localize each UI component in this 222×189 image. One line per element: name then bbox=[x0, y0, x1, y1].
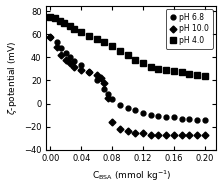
pH 4.0 bbox=[142, 62, 144, 64]
pH 10.0 bbox=[173, 133, 175, 136]
pH 4.0 bbox=[54, 17, 56, 19]
pH 6.8 bbox=[111, 98, 113, 100]
Y-axis label: $\zeta$-potential (mV): $\zeta$-potential (mV) bbox=[6, 40, 19, 115]
pH 6.8 bbox=[126, 107, 129, 109]
pH 10.0 bbox=[157, 133, 160, 136]
pH 10.0 bbox=[95, 74, 98, 76]
pH 6.8 bbox=[64, 52, 67, 54]
pH 6.8 bbox=[149, 114, 152, 116]
pH 10.0 bbox=[49, 36, 52, 38]
pH 10.0 bbox=[134, 132, 137, 135]
pH 6.8 bbox=[142, 112, 144, 114]
pH 10.0 bbox=[180, 133, 183, 136]
pH 10.0 bbox=[72, 66, 75, 68]
pH 10.0 bbox=[80, 69, 83, 71]
pH 6.8 bbox=[107, 93, 110, 95]
pH 10.0 bbox=[142, 132, 144, 135]
pH 6.8 bbox=[55, 41, 58, 44]
pH 6.8 bbox=[180, 117, 183, 120]
Line: pH 10.0: pH 10.0 bbox=[48, 34, 207, 137]
pH 6.8 bbox=[49, 36, 52, 38]
pH 4.0 bbox=[58, 19, 61, 22]
X-axis label: C$_{\mathrm{BSA}}$ (mmol kg$^{-1}$): C$_{\mathrm{BSA}}$ (mmol kg$^{-1}$) bbox=[92, 169, 171, 184]
pH 10.0 bbox=[165, 133, 168, 136]
pH 10.0 bbox=[111, 121, 113, 123]
pH 6.8 bbox=[134, 109, 137, 112]
pH 10.0 bbox=[64, 59, 67, 61]
pH 4.0 bbox=[196, 74, 198, 76]
pH 10.0 bbox=[99, 77, 102, 79]
pH 10.0 bbox=[88, 71, 90, 74]
pH 6.8 bbox=[68, 56, 71, 59]
Line: pH 4.0: pH 4.0 bbox=[47, 14, 208, 79]
pH 4.0 bbox=[188, 72, 191, 75]
pH 6.8 bbox=[72, 60, 75, 62]
pH 4.0 bbox=[157, 68, 160, 70]
pH 4.0 bbox=[49, 16, 52, 18]
pH 4.0 bbox=[95, 38, 98, 40]
pH 4.0 bbox=[68, 25, 71, 27]
pH 6.8 bbox=[60, 47, 62, 49]
pH 4.0 bbox=[165, 69, 168, 71]
pH 4.0 bbox=[111, 45, 113, 47]
pH 4.0 bbox=[119, 49, 121, 52]
pH 10.0 bbox=[55, 46, 58, 48]
Line: pH 6.8: pH 6.8 bbox=[48, 34, 207, 122]
pH 10.0 bbox=[60, 54, 62, 56]
pH 4.0 bbox=[134, 59, 137, 61]
pH 6.8 bbox=[80, 64, 83, 67]
pH 4.0 bbox=[204, 75, 206, 77]
pH 4.0 bbox=[72, 27, 75, 30]
pH 6.8 bbox=[188, 117, 191, 120]
pH 6.8 bbox=[204, 119, 206, 121]
pH 4.0 bbox=[126, 54, 129, 56]
Legend: pH 6.8, pH 10.0, pH 4.0: pH 6.8, pH 10.0, pH 4.0 bbox=[166, 9, 213, 49]
pH 6.8 bbox=[95, 79, 98, 82]
pH 10.0 bbox=[126, 130, 129, 132]
pH 4.0 bbox=[80, 31, 83, 33]
pH 6.8 bbox=[196, 119, 198, 121]
pH 4.0 bbox=[103, 41, 106, 44]
pH 4.0 bbox=[149, 66, 152, 68]
pH 6.8 bbox=[119, 104, 121, 106]
pH 10.0 bbox=[196, 133, 198, 136]
pH 4.0 bbox=[63, 22, 65, 24]
pH 10.0 bbox=[119, 128, 121, 130]
pH 4.0 bbox=[180, 71, 183, 74]
pH 4.0 bbox=[88, 34, 90, 37]
pH 10.0 bbox=[204, 133, 206, 136]
pH 4.0 bbox=[173, 70, 175, 72]
pH 10.0 bbox=[188, 133, 191, 136]
pH 6.8 bbox=[165, 116, 168, 119]
pH 10.0 bbox=[103, 82, 106, 84]
pH 10.0 bbox=[149, 133, 152, 136]
pH 6.8 bbox=[157, 115, 160, 117]
pH 10.0 bbox=[68, 62, 71, 64]
pH 6.8 bbox=[88, 71, 90, 74]
pH 10.0 bbox=[107, 97, 110, 99]
pH 6.8 bbox=[173, 116, 175, 119]
pH 6.8 bbox=[103, 87, 106, 90]
